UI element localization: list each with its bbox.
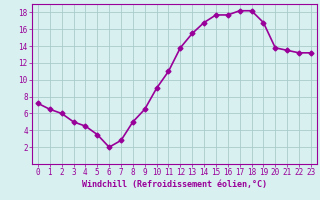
X-axis label: Windchill (Refroidissement éolien,°C): Windchill (Refroidissement éolien,°C) — [82, 180, 267, 189]
